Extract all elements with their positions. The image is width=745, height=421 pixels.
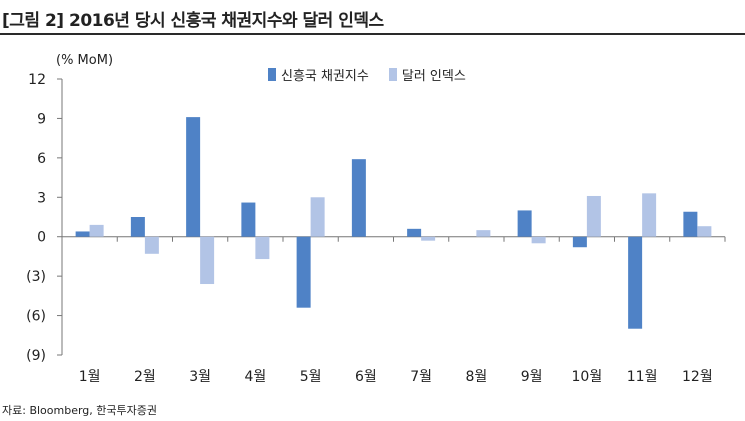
x-category-label: 4월	[244, 369, 266, 385]
x-category-label: 5월	[300, 369, 322, 385]
y-tick-label: (6)	[26, 309, 46, 325]
legend-item-series-1: 신흥국 채권지수	[268, 65, 369, 84]
bar-series-1	[407, 228, 422, 237]
bar-series-2	[255, 236, 270, 260]
legend-item-series-2: 달러 인덱스	[388, 65, 466, 84]
chart-bars	[75, 117, 712, 329]
legend-label-series-2: 달러 인덱스	[401, 69, 466, 84]
bar-series-2	[89, 224, 104, 237]
chart-legend: 신흥국 채권지수 달러 인덱스	[268, 65, 486, 84]
bar-series-2	[586, 195, 601, 237]
y-tick-label: (3)	[26, 269, 46, 285]
bar-series-2	[200, 236, 215, 285]
y-axis-unit-label: (% MoM)	[56, 53, 114, 68]
legend-swatch-series-1	[268, 68, 276, 81]
bar-series-1	[628, 236, 643, 329]
legend-swatch-series-2	[388, 68, 397, 81]
bar-series-2	[421, 236, 436, 241]
x-category-label: 2월	[134, 369, 156, 385]
bar-series-2	[642, 193, 657, 237]
x-category-label: 3월	[189, 369, 211, 385]
y-tick-label: 6	[37, 151, 46, 167]
bar-series-2	[531, 236, 546, 244]
x-category-label: 8월	[465, 369, 487, 385]
y-tick-label: (9)	[26, 348, 46, 364]
x-category-label: 9월	[521, 369, 543, 385]
x-category-label: 6월	[355, 369, 377, 385]
bar-series-1	[296, 236, 311, 308]
y-tick-label: 9	[37, 111, 46, 127]
bar-series-1	[186, 117, 201, 237]
x-category-label: 12월	[682, 369, 713, 385]
bar-series-1	[241, 202, 256, 237]
bar-series-2	[697, 226, 712, 237]
bar-series-2	[144, 236, 159, 254]
bar-series-1	[572, 236, 587, 248]
bar-series-1	[517, 210, 532, 237]
figure-title: [그림 2] 2016년 당시 신흥국 채권지수와 달러 인덱스	[2, 11, 384, 31]
y-tick-label: 12	[28, 72, 46, 88]
chart-axes	[57, 78, 726, 356]
bar-series-1	[75, 231, 90, 237]
bar-series-1	[351, 159, 366, 237]
chart-labels: 12 9 6 3 0 (3) (6) (9) 1월 2월 3월 4월 5월 6월 7월 8월 9월 10월 11월 1…	[26, 72, 713, 385]
bar-series-2	[310, 197, 325, 237]
x-category-label: 10월	[572, 369, 603, 385]
bar-series-2	[476, 230, 491, 237]
y-tick-label: 3	[37, 190, 46, 206]
bar-series-1	[683, 211, 698, 237]
source-note: 자료: Bloomberg, 한국투자증권	[2, 404, 157, 417]
y-tick-label: 0	[37, 230, 46, 246]
x-category-label: 11월	[627, 369, 658, 385]
x-category-label: 7월	[410, 369, 432, 385]
legend-label-series-1: 신흥국 채권지수	[281, 69, 369, 84]
title-rule	[0, 33, 745, 35]
bar-series-1	[130, 217, 145, 237]
x-category-label: 1월	[79, 369, 101, 385]
